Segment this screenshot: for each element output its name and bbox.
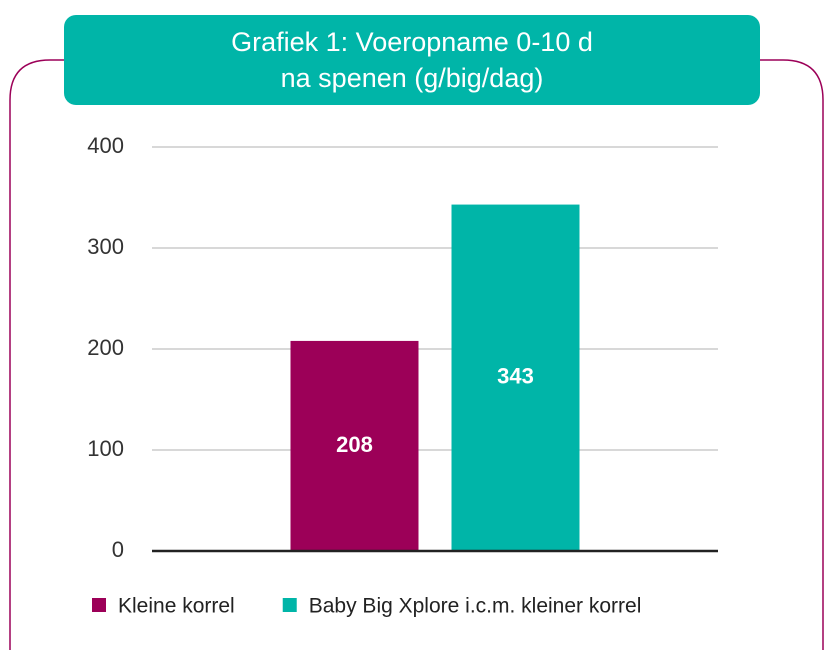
- legend-label: Kleine korrel: [118, 595, 235, 618]
- chart-title: Grafiek 1: Voeropname 0-10 d na spenen (…: [64, 15, 760, 105]
- y-tick-label: 200: [87, 335, 124, 360]
- bar: [451, 204, 580, 551]
- y-tick-label: 300: [87, 234, 124, 259]
- data-label: 343: [497, 364, 534, 389]
- bar: [290, 340, 419, 551]
- legend-swatch: [92, 598, 106, 612]
- y-tick-label: 400: [87, 133, 124, 158]
- legend-swatch: [282, 598, 297, 612]
- legend-label: Baby Big Xplore i.c.m. kleiner korrel: [309, 595, 642, 618]
- data-label: 208: [336, 432, 373, 457]
- y-tick-label: 0: [112, 537, 124, 562]
- y-tick-label: 100: [87, 436, 124, 461]
